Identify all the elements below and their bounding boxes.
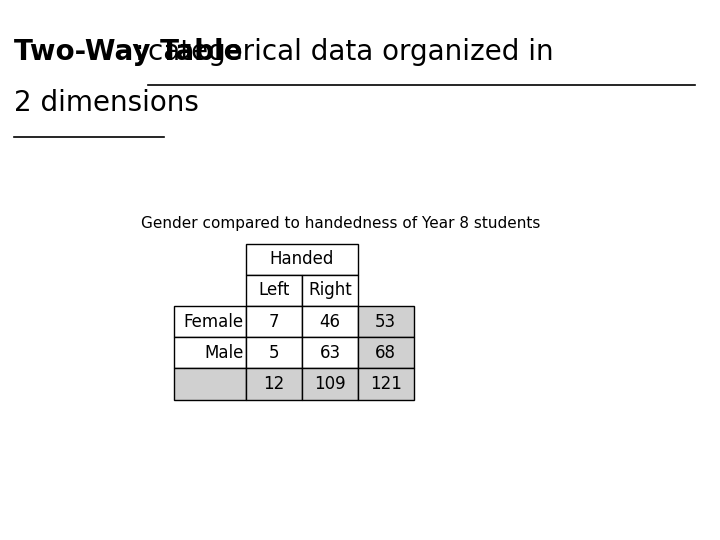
Text: Right: Right	[308, 281, 352, 299]
Text: Two-Way Table: Two-Way Table	[14, 38, 243, 66]
FancyBboxPatch shape	[246, 275, 302, 306]
Text: 2 dimensions: 2 dimensions	[14, 89, 199, 117]
FancyBboxPatch shape	[246, 306, 302, 337]
FancyBboxPatch shape	[302, 275, 358, 306]
Text: 109: 109	[314, 375, 346, 393]
Text: 121: 121	[370, 375, 402, 393]
Text: categorical data organized in: categorical data organized in	[148, 38, 553, 66]
FancyBboxPatch shape	[174, 337, 246, 368]
Text: 53: 53	[375, 313, 396, 330]
FancyBboxPatch shape	[302, 368, 358, 400]
FancyBboxPatch shape	[358, 368, 413, 400]
FancyBboxPatch shape	[358, 306, 413, 337]
Text: 46: 46	[320, 313, 341, 330]
Text: :: :	[135, 38, 153, 66]
FancyBboxPatch shape	[174, 306, 246, 337]
Text: Handed: Handed	[270, 250, 334, 268]
FancyBboxPatch shape	[246, 368, 302, 400]
Text: 7: 7	[269, 313, 279, 330]
Text: 5: 5	[269, 344, 279, 362]
Text: Female: Female	[184, 313, 243, 330]
FancyBboxPatch shape	[246, 337, 302, 368]
FancyBboxPatch shape	[358, 337, 413, 368]
FancyBboxPatch shape	[246, 244, 358, 275]
Text: Gender compared to handedness of Year 8 students: Gender compared to handedness of Year 8 …	[141, 216, 541, 231]
FancyBboxPatch shape	[174, 368, 246, 400]
Text: 68: 68	[375, 344, 396, 362]
FancyBboxPatch shape	[302, 306, 358, 337]
Text: 12: 12	[264, 375, 285, 393]
Text: Male: Male	[204, 344, 243, 362]
Text: 63: 63	[320, 344, 341, 362]
FancyBboxPatch shape	[302, 337, 358, 368]
Text: Left: Left	[258, 281, 290, 299]
